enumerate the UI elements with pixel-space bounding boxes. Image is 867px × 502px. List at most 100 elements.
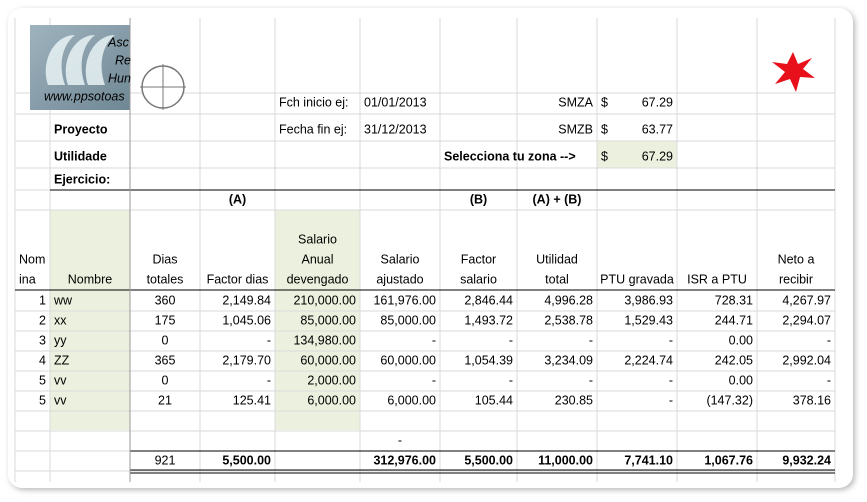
table-cell: 60,000.00 <box>380 353 436 367</box>
table-cell: yy <box>54 333 67 347</box>
table-cell: - <box>827 373 831 387</box>
column-header: Neto a <box>778 252 815 266</box>
name-shade <box>50 210 130 430</box>
star-icon <box>772 52 815 92</box>
table-cell: 360 <box>155 293 176 307</box>
total-cell: 9,932.24 <box>782 453 831 467</box>
table-cell: 4,267.97 <box>782 293 831 307</box>
table-cell: - <box>669 393 673 407</box>
currency: $ <box>601 149 608 163</box>
table-cell: - <box>589 333 593 347</box>
table-cell: 21 <box>158 393 172 407</box>
table-cell: 210,000.00 <box>293 293 356 307</box>
column-tag: (A) + (B) <box>533 192 582 206</box>
zone-shade <box>597 141 677 168</box>
column-header: recibir <box>779 272 813 286</box>
column-header: Salario <box>381 252 420 266</box>
column-header: totales <box>147 272 184 286</box>
column-header: Nombre <box>68 272 113 286</box>
table-cell: 4,996.28 <box>544 293 593 307</box>
table-cell: 0 <box>162 373 169 387</box>
column-header: PTU gravada <box>600 272 674 286</box>
table-cell: 242.05 <box>715 353 753 367</box>
logo-mark <box>45 35 115 85</box>
column-header: ajustado <box>376 272 423 286</box>
column-header: ISR a PTU <box>687 272 747 286</box>
column-header: Utilidad <box>536 252 578 266</box>
table-cell: 2,179.70 <box>222 353 271 367</box>
info-label: SMZA <box>558 95 593 109</box>
table-cell: ZZ <box>54 353 70 367</box>
table-cell: 6,000.00 <box>307 393 356 407</box>
table-cell: 105.44 <box>475 393 513 407</box>
table-cell: 134,980.00 <box>293 333 356 347</box>
logo-text: Hun <box>108 71 131 85</box>
total-cell: 312,976.00 <box>373 453 436 467</box>
info-value: 67.29 <box>642 149 673 163</box>
table-cell: 365 <box>155 353 176 367</box>
table-cell: - <box>669 373 673 387</box>
info-value: 01/01/2013 <box>364 95 427 109</box>
table-cell: 5 <box>39 373 46 387</box>
table-cell: 3,986.93 <box>624 293 673 307</box>
table-cell: 230.85 <box>555 393 593 407</box>
table-cell: 60,000.00 <box>300 353 356 367</box>
table-cell: 6,000.00 <box>387 393 436 407</box>
table-cell: - <box>827 333 831 347</box>
total-cell: 921 <box>155 453 176 467</box>
total-cell: 1,067.76 <box>704 453 753 467</box>
table-cell: - <box>669 333 673 347</box>
column-tag: (B) <box>470 192 487 206</box>
table-cell: 728.31 <box>715 293 753 307</box>
table-cell: - <box>398 433 402 447</box>
table-cell: 4 <box>39 353 46 367</box>
table-cell: 2,538.78 <box>544 313 593 327</box>
table-cell: 0.00 <box>729 373 753 387</box>
table-cell: 3,234.09 <box>544 353 593 367</box>
table-cell: 5 <box>39 393 46 407</box>
table-cell: - <box>589 373 593 387</box>
table-cell: 0 <box>162 333 169 347</box>
column-header: Anual <box>302 252 334 266</box>
sheet-frame <box>8 8 853 488</box>
column-header: Dias <box>152 252 177 266</box>
table-cell: - <box>509 333 513 347</box>
table-cell: 1,493.72 <box>464 313 513 327</box>
total-cell: 5,500.00 <box>464 453 513 467</box>
table-cell: 175 <box>155 313 176 327</box>
column-header: Factor dias <box>207 272 269 286</box>
table-cell: 3 <box>39 333 46 347</box>
table-cell: 85,000.00 <box>300 313 356 327</box>
column-header: devengado <box>287 272 349 286</box>
table-cell: 378.16 <box>793 393 831 407</box>
table-cell: 1,054.39 <box>464 353 513 367</box>
table-cell: 161,976.00 <box>373 293 436 307</box>
table-cell: 125.41 <box>233 393 271 407</box>
table-cell: - <box>432 333 436 347</box>
table-cell: 2,992.04 <box>782 353 831 367</box>
column-header: salario <box>460 272 497 286</box>
total-cell: 11,000.00 <box>538 453 593 467</box>
logo-url: www.ppsotoas <box>44 89 125 103</box>
info-label: Fecha fin ej: <box>279 122 347 136</box>
column-header: Factor <box>461 252 496 266</box>
salary-shade <box>275 210 360 430</box>
table-cell: (147.32) <box>706 393 753 407</box>
table-cell: - <box>432 373 436 387</box>
total-cell: 5,500.00 <box>222 453 271 467</box>
table-cell: - <box>267 373 271 387</box>
currency: $ <box>601 122 608 136</box>
logo-text: Asc <box>107 35 130 49</box>
info-label: Fch inicio ej: <box>279 95 348 109</box>
info-value: 31/12/2013 <box>364 122 427 136</box>
info-value: 63.77 <box>642 122 673 136</box>
table-cell: 1,045.06 <box>222 313 271 327</box>
table-cell: 2,224.74 <box>624 353 673 367</box>
table-cell: 1 <box>39 293 46 307</box>
table-cell: 2,294.07 <box>782 313 831 327</box>
zone-label: Selecciona tu zona --> <box>444 149 576 163</box>
total-cell: 7,741.10 <box>624 453 673 467</box>
column-header: Nom <box>19 252 45 266</box>
table-cell: vv <box>54 373 67 387</box>
